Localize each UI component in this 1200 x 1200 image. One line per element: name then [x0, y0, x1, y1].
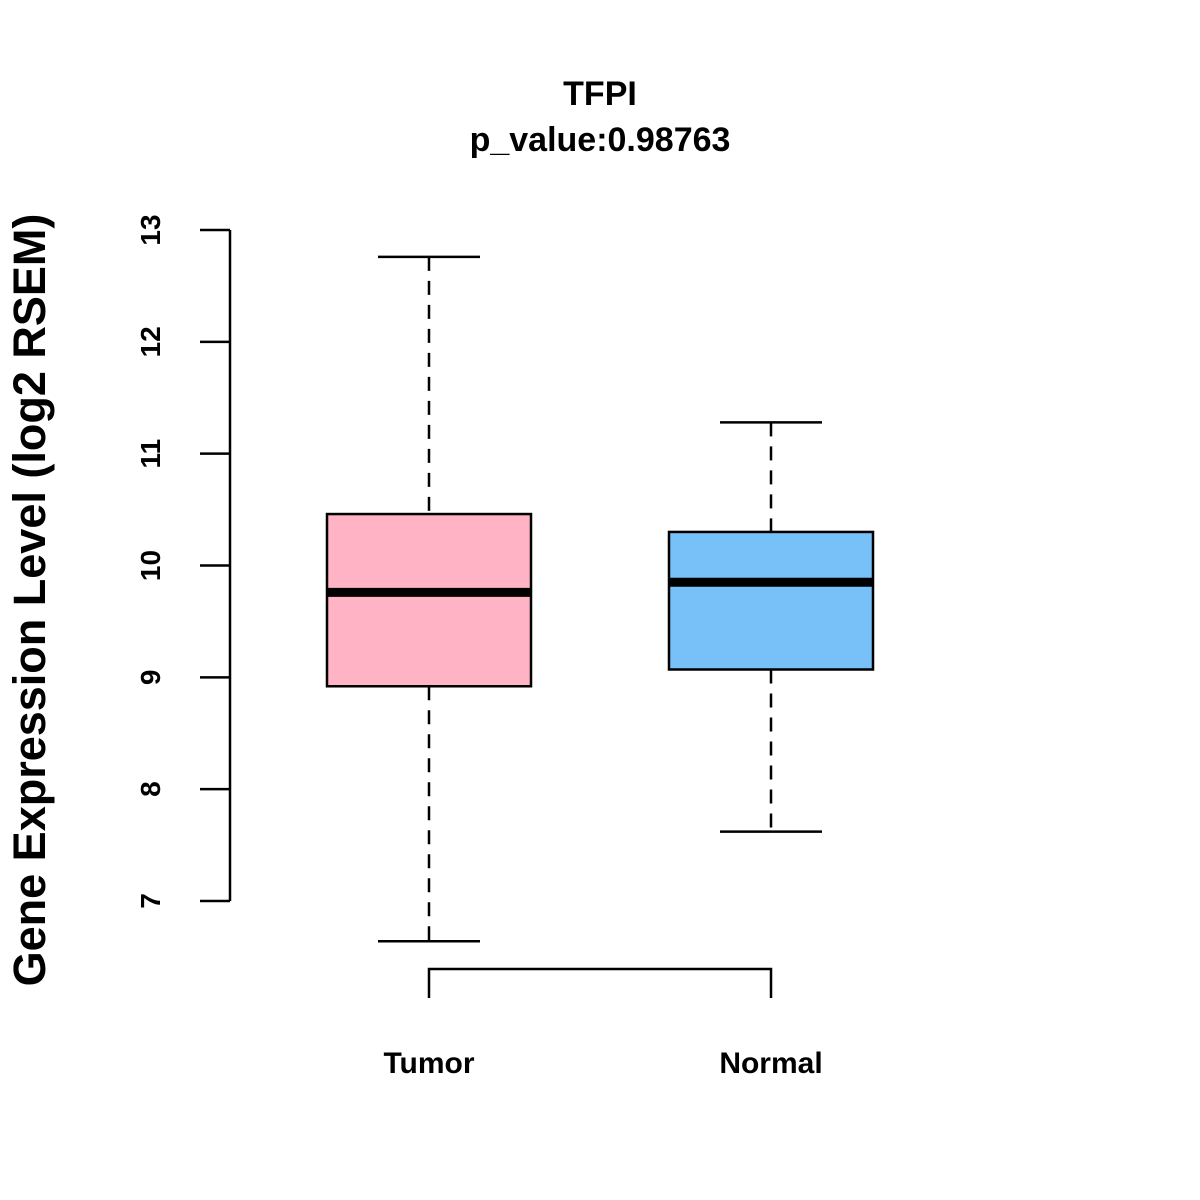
iqr-box-tumor — [325, 512, 533, 688]
y-tick-label-10: 10 — [135, 550, 166, 581]
y-tick-label-8: 8 — [135, 781, 166, 797]
y-axis: 7 8 9 10 11 12 13 — [135, 214, 232, 909]
box-tumor — [325, 255, 533, 943]
category-label-normal: Normal — [719, 1047, 822, 1080]
category-labels-group: Tumor Normal — [383, 1047, 822, 1080]
box-normal — [667, 421, 875, 833]
y-tick-label-13: 13 — [135, 214, 166, 245]
y-tick-label-9: 9 — [135, 670, 166, 686]
y-axis-label: Gene Expression Level (log2 RSEM) — [4, 214, 55, 987]
category-label-tumor: Tumor — [383, 1047, 474, 1080]
iqr-box-normal — [667, 530, 875, 671]
chart-subtitle: p_value:0.98763 — [470, 121, 731, 159]
comparison-bracket-group — [427, 967, 773, 998]
y-tick-label-11: 11 — [135, 439, 166, 469]
y-tick-label-7: 7 — [135, 893, 166, 909]
y-tick-label-12: 12 — [135, 326, 166, 357]
chart-title: TFPI — [563, 75, 637, 113]
boxes-group — [325, 255, 875, 943]
comparison-bracket — [427, 967, 773, 998]
